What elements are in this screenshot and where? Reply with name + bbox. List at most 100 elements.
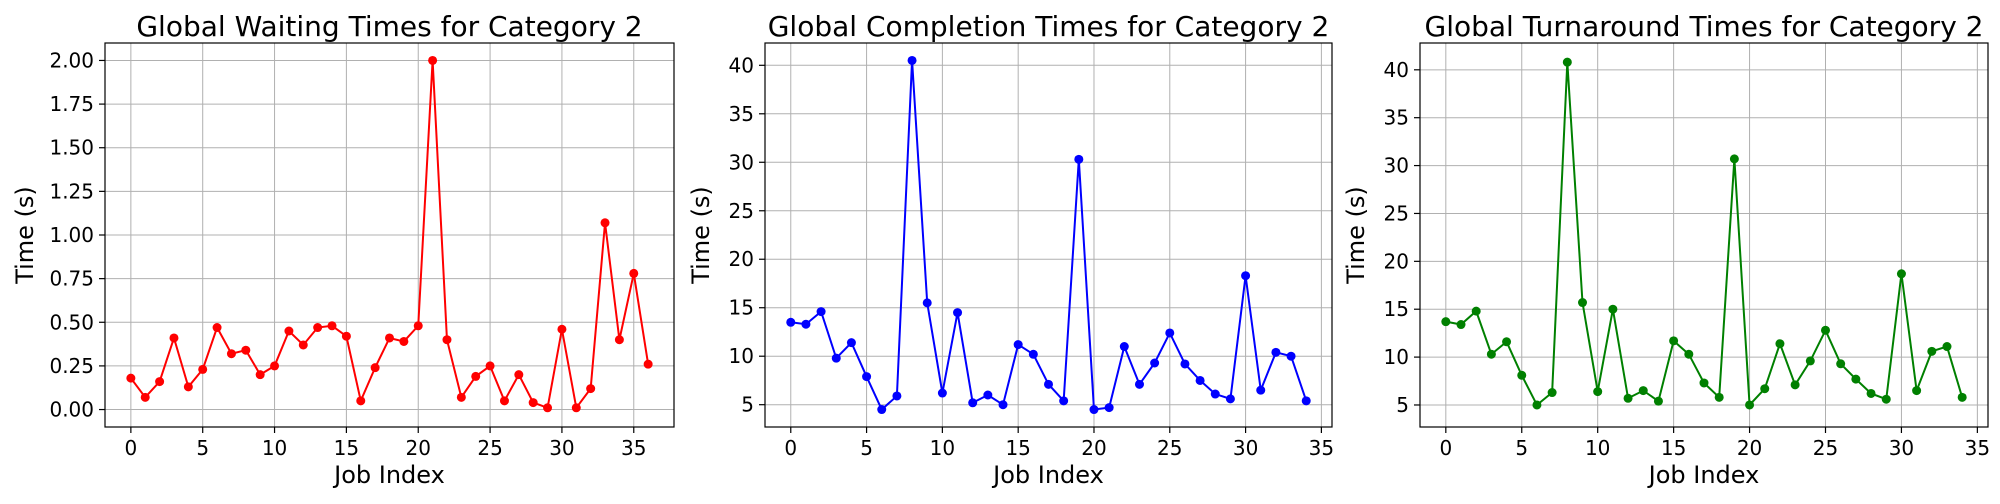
- x-axis-label: Job Index: [1647, 461, 1760, 489]
- data-point: [140, 392, 150, 402]
- data-point: [485, 361, 495, 371]
- data-point: [1441, 317, 1451, 327]
- data-point: [922, 298, 932, 308]
- x-tick-label: 20: [406, 436, 431, 460]
- series-line: [790, 60, 1308, 412]
- data-point: [862, 372, 872, 382]
- data-point: [471, 371, 481, 381]
- data-point: [1714, 392, 1724, 402]
- data-point: [907, 55, 917, 65]
- y-tick-label: 5: [741, 393, 754, 417]
- data-point: [1881, 394, 1891, 404]
- y-tick-label: 10: [729, 344, 754, 368]
- data-point: [892, 391, 902, 401]
- data-point: [1775, 339, 1785, 349]
- data-point: [1059, 396, 1069, 406]
- data-point: [1256, 385, 1266, 395]
- data-point: [1638, 386, 1648, 396]
- y-tick-label: 5: [1396, 393, 1409, 417]
- data-point: [183, 382, 193, 392]
- data-point: [212, 323, 222, 333]
- y-axis-label: Time (s): [11, 186, 39, 285]
- y-tick-label: 0.75: [49, 267, 94, 291]
- data-point: [456, 392, 466, 402]
- data-point: [1805, 356, 1815, 366]
- chart-title: Global Completion Times for Category 2: [768, 10, 1330, 43]
- data-point: [1486, 349, 1496, 359]
- y-tick-label: 30: [729, 150, 754, 174]
- y-tick-label: 15: [729, 296, 754, 320]
- x-tick-label: 25: [1813, 436, 1838, 460]
- data-point: [1912, 386, 1922, 396]
- data-point: [155, 377, 165, 387]
- data-point: [1241, 271, 1251, 281]
- x-tick-label: 35: [1309, 436, 1334, 460]
- data-point: [1180, 359, 1190, 369]
- data-point: [831, 353, 841, 363]
- y-tick-label: 35: [729, 102, 754, 126]
- data-point: [313, 323, 323, 333]
- data-point: [1517, 370, 1527, 380]
- data-point: [327, 321, 337, 331]
- x-tick-label: 10: [1585, 436, 1610, 460]
- data-point: [284, 326, 294, 336]
- data-point: [1562, 57, 1572, 67]
- data-point: [1669, 336, 1679, 346]
- data-point: [1271, 347, 1281, 357]
- data-point: [953, 308, 963, 318]
- data-point: [816, 307, 826, 317]
- data-point: [1957, 392, 1967, 402]
- data-point: [1225, 394, 1235, 404]
- y-tick-label: 0.00: [49, 398, 94, 422]
- y-tick-label: 35: [1384, 106, 1409, 130]
- data-point: [1089, 405, 1099, 415]
- data-point: [643, 359, 653, 369]
- data-point: [1653, 396, 1663, 406]
- data-point: [428, 55, 438, 65]
- data-point: [983, 390, 993, 400]
- data-point: [801, 319, 811, 329]
- data-point: [169, 333, 179, 343]
- series-line: [130, 60, 650, 411]
- data-point: [1074, 154, 1084, 164]
- data-point: [1684, 349, 1694, 359]
- y-axis-label: Time (s): [1342, 186, 1370, 285]
- data-point: [413, 321, 423, 331]
- y-tick-label: 40: [729, 53, 754, 77]
- y-tick-label: 0.50: [49, 310, 94, 334]
- x-tick-label: 0: [784, 436, 797, 460]
- y-tick-label: 1.25: [49, 179, 94, 203]
- data-point: [1729, 154, 1739, 164]
- data-point: [786, 317, 796, 327]
- axes-frame: [1419, 42, 1989, 428]
- data-point: [1896, 269, 1906, 279]
- chart-panel-0: 0 5 10 15 20 25 30 35 0.00 0.25 0.50 0.75 1.00 1.25 1.…: [11, 10, 675, 489]
- chart-title: Global Waiting Times for Category 2: [136, 10, 642, 43]
- x-tick-label: 25: [1157, 436, 1182, 460]
- x-tick-label: 20: [1081, 436, 1106, 460]
- x-tick-label: 35: [621, 436, 646, 460]
- y-tick-label: 40: [1384, 58, 1409, 82]
- data-point: [586, 384, 596, 394]
- data-point: [1471, 306, 1481, 316]
- y-tick-label: 30: [1384, 154, 1409, 178]
- y-tick-label: 1.50: [49, 136, 94, 160]
- data-point: [1104, 403, 1114, 413]
- data-point: [614, 335, 624, 345]
- data-point: [571, 403, 581, 413]
- data-point: [846, 338, 856, 348]
- data-point: [1165, 328, 1175, 338]
- x-tick-label: 20: [1737, 436, 1762, 460]
- data-point: [1851, 374, 1861, 384]
- x-tick-label: 30: [1233, 436, 1258, 460]
- y-tick-label: 25: [729, 199, 754, 223]
- data-point: [600, 218, 610, 228]
- data-point: [1134, 379, 1144, 389]
- y-axis-label: Time (s): [687, 186, 715, 285]
- y-tick-label: 25: [1384, 201, 1409, 225]
- data-point: [356, 396, 366, 406]
- data-point: [1745, 400, 1755, 410]
- data-point: [1942, 342, 1952, 352]
- chart-panel-2: 0 5 10 15 20 25 30 35 5 10 15 20 25 30 35 40 Global Turn…: [1342, 10, 1990, 489]
- data-point: [255, 370, 265, 380]
